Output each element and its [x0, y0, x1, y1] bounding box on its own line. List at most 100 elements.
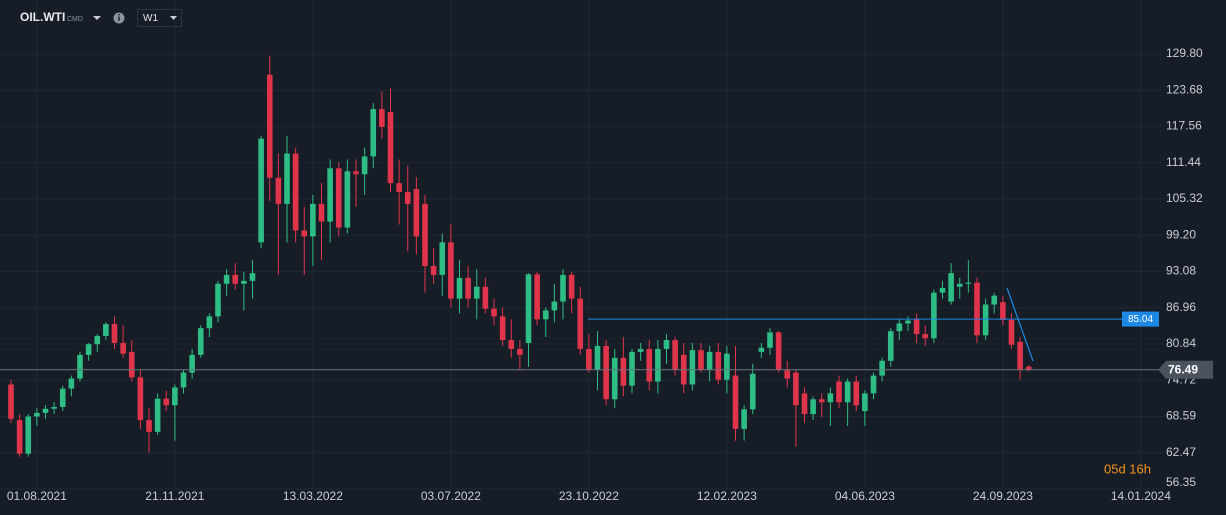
candle-body	[8, 384, 14, 419]
candle-body	[732, 375, 739, 429]
candle-body	[482, 286, 489, 309]
candle-body	[818, 399, 825, 403]
candle-body	[698, 350, 704, 370]
candle-body	[241, 280, 247, 284]
candle-body	[189, 354, 195, 373]
candle-body	[758, 347, 765, 352]
candle-body	[327, 168, 333, 222]
x-tick-label: 24.09.2023	[973, 489, 1033, 503]
candle-body	[361, 156, 368, 175]
candle-body	[879, 360, 885, 376]
level-badge	[1122, 311, 1159, 327]
candle-body	[706, 351, 713, 370]
candle-body	[775, 332, 782, 370]
candle-body	[292, 153, 299, 231]
plot: 85.04	[0, 55, 1163, 457]
candle-body	[629, 351, 635, 386]
candle-body	[974, 282, 980, 336]
market: CMD	[67, 16, 83, 23]
candle-body	[689, 350, 696, 385]
candle-body	[42, 408, 49, 413]
symbol-dropdown[interactable]	[93, 16, 101, 20]
level-label: 85.04	[1128, 314, 1153, 325]
timeframe-box[interactable]	[137, 9, 182, 27]
timeframe-dropdown[interactable]	[170, 16, 177, 20]
candle-body	[146, 420, 152, 432]
candle-body	[836, 381, 842, 403]
candle-body	[827, 393, 834, 403]
candle-body	[413, 189, 420, 237]
y-tick-label: 80.84	[1166, 336, 1196, 350]
candle-body	[223, 274, 230, 284]
candle-body	[120, 343, 126, 354]
candle-body	[430, 266, 437, 275]
candle-body	[16, 420, 23, 454]
x-tick-label: 01.08.2021	[7, 489, 67, 503]
candle-body	[448, 242, 454, 299]
candle-body	[284, 153, 290, 204]
candle-body	[491, 308, 497, 317]
candle-body	[611, 357, 618, 400]
candle-body	[404, 192, 411, 204]
candle-body	[922, 334, 929, 339]
info-icon-dot	[118, 14, 120, 16]
candle-body	[508, 340, 515, 349]
candle-body	[982, 304, 989, 336]
last-price-badge	[1158, 360, 1213, 379]
info-icon-glyph	[118, 16, 120, 21]
candle-body	[896, 323, 903, 332]
countdown: 05d 16h	[1104, 461, 1151, 476]
candle-body	[525, 274, 532, 344]
candle-body	[594, 345, 601, 370]
candle-body	[741, 409, 747, 429]
candle-body	[275, 177, 282, 204]
candle-body	[180, 372, 187, 388]
y-tick-label: 99.20	[1166, 227, 1196, 241]
x-tick-label: 21.11.2021	[145, 489, 204, 503]
y-tick-label: 62.47	[1166, 445, 1196, 459]
candle-body	[422, 203, 428, 267]
candle-body	[137, 377, 144, 421]
trend-line	[1006, 287, 1034, 362]
timeframe[interactable]: W1	[143, 13, 158, 24]
candle-body	[396, 183, 402, 193]
candle-body	[551, 301, 558, 311]
candle-body	[85, 344, 92, 355]
candle-body	[568, 274, 575, 299]
candle-body	[801, 393, 808, 415]
candle-body	[887, 331, 894, 361]
candle-body	[1000, 302, 1006, 320]
y-tick-label: 129.80	[1166, 46, 1203, 60]
y-tick-label: 123.68	[1166, 82, 1203, 96]
candle-body	[844, 381, 851, 403]
candle-body	[542, 310, 549, 320]
candle-body	[862, 393, 868, 412]
candle-body	[206, 316, 213, 329]
candle-body	[465, 277, 471, 299]
candle-body	[1025, 366, 1032, 370]
symbol[interactable]: OIL.WTI	[20, 10, 65, 24]
candle-body	[913, 319, 920, 335]
x-tick-label: 12.02.2023	[697, 489, 757, 503]
y-tick-label: 117.56	[1166, 119, 1202, 133]
y-tick-label: 56.35	[1166, 475, 1196, 489]
candle-body	[637, 348, 644, 352]
last-price-label: 76.49	[1168, 362, 1198, 376]
candle-body	[905, 320, 911, 324]
candle-body	[59, 388, 66, 407]
x-tick-label: 13.03.2022	[283, 489, 343, 503]
x-tick-label: 23.10.2022	[559, 489, 619, 503]
candle-body	[931, 292, 937, 339]
candle-body	[784, 369, 791, 379]
toolbar: OIL.WTI CMD W1	[20, 9, 182, 27]
y-tick-label: 86.96	[1166, 300, 1196, 314]
candle-body	[793, 372, 799, 406]
candle-body	[215, 283, 221, 317]
candle-body	[965, 282, 972, 284]
candle-body	[586, 348, 592, 370]
y-tick-label: 93.08	[1166, 264, 1196, 278]
candle-body	[103, 324, 109, 336]
